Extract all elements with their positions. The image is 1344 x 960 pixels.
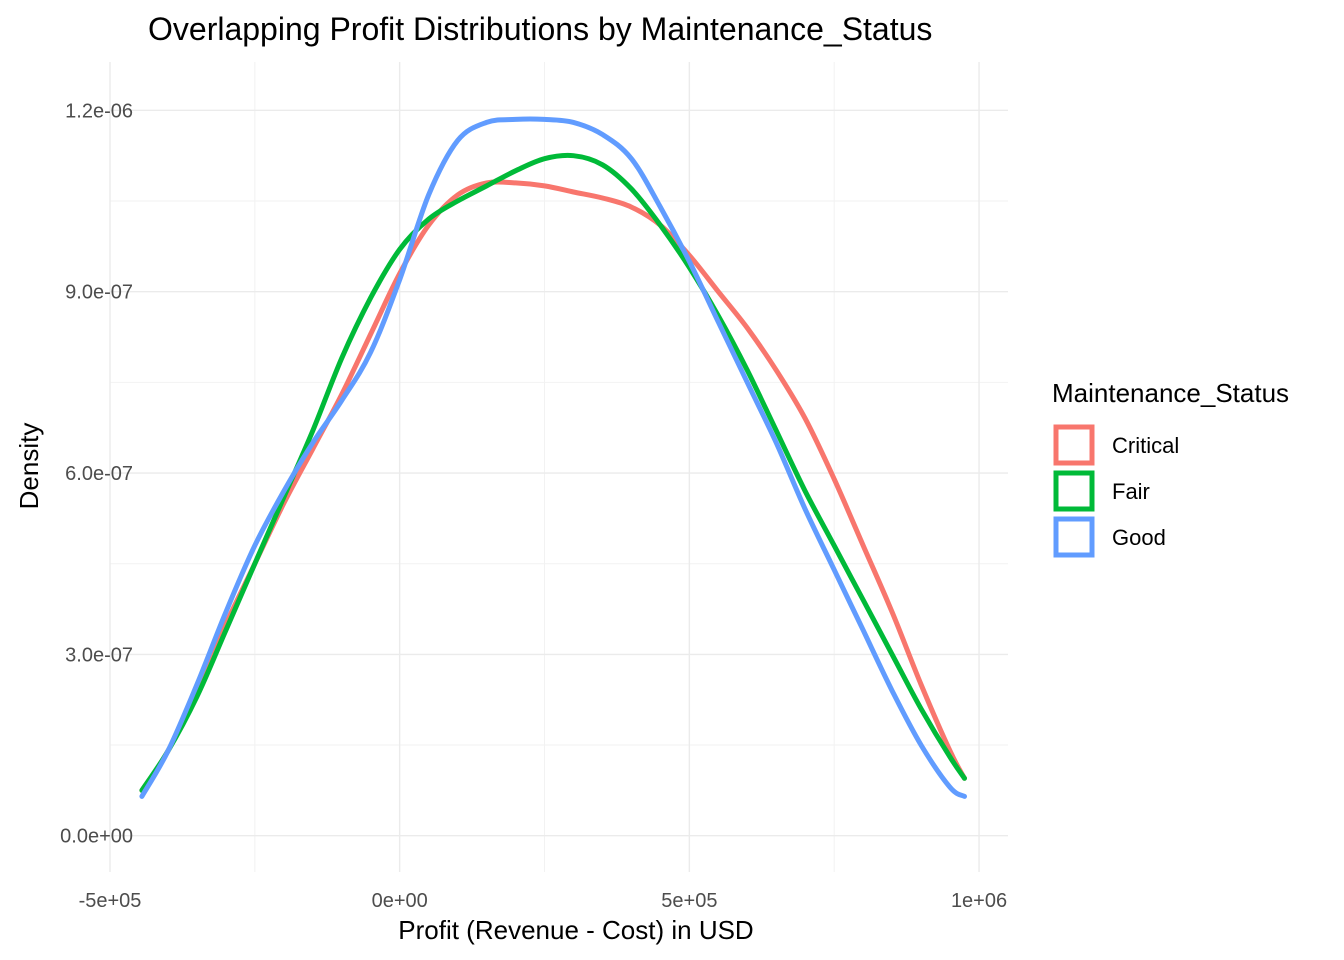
x-tick-label: -5e+05: [79, 890, 142, 912]
major-gridlines: [109, 62, 1008, 872]
y-tick-label: 9.0e-07: [65, 282, 133, 304]
legend-key-fair: [1053, 470, 1095, 512]
legend-label-fair: Fair: [1112, 479, 1150, 504]
legend-items: Critical Fair Good: [1053, 424, 1179, 558]
y-tick-label: 3.0e-07: [65, 644, 133, 666]
density-series: [139, 116, 967, 799]
y-axis-title: Density: [14, 423, 44, 510]
x-tick-label: 5e+05: [661, 890, 717, 912]
chart-title: Overlapping Profit Distributions by Main…: [148, 11, 932, 47]
y-axis-tick-labels: 0.0e+00 3.0e-07 6.0e-07 9.0e-07 1.2e-06: [60, 100, 133, 847]
x-tick-label: 0e+00: [372, 890, 428, 912]
x-tick-label: 1e+06: [951, 890, 1007, 912]
density-line-good: [139, 116, 967, 799]
legend-label-critical: Critical: [1112, 433, 1179, 458]
legend-key-critical: [1053, 424, 1095, 466]
legend-label-good: Good: [1112, 525, 1166, 550]
x-axis-title: Profit (Revenue - Cost) in USD: [398, 915, 753, 945]
y-tick-label: 0.0e+00: [60, 826, 133, 848]
y-tick-label: 6.0e-07: [65, 463, 133, 485]
density-line-critical: [139, 179, 967, 793]
legend: Maintenance_Status Critical Fair Good: [1052, 378, 1289, 558]
y-tick-label: 1.2e-06: [65, 100, 133, 122]
minor-gridlines: [110, 62, 1008, 872]
x-axis-tick-labels: -5e+05 0e+00 5e+05 1e+06: [79, 890, 1008, 912]
density-line-fair: [139, 152, 967, 793]
legend-key-good: [1053, 516, 1095, 558]
legend-title: Maintenance_Status: [1052, 378, 1289, 408]
